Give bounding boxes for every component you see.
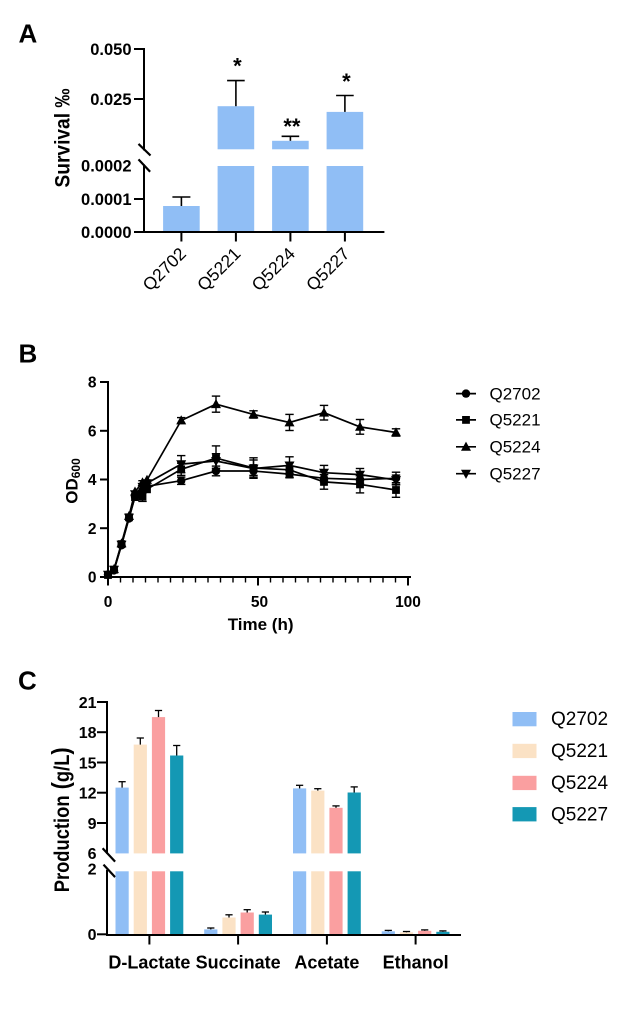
- svg-text:A: A: [19, 19, 38, 49]
- svg-text:B: B: [19, 338, 38, 368]
- svg-text:Succinate: Succinate: [196, 953, 281, 973]
- svg-text:Q5221: Q5221: [490, 411, 541, 430]
- svg-text:9: 9: [88, 816, 97, 833]
- svg-text:6: 6: [88, 423, 97, 440]
- svg-text:Acetate: Acetate: [294, 953, 359, 973]
- svg-text:0: 0: [88, 570, 97, 587]
- svg-text:Q5221: Q5221: [551, 741, 608, 762]
- svg-text:0: 0: [104, 594, 113, 611]
- svg-text:Q2702: Q2702: [490, 384, 541, 403]
- svg-text:4: 4: [88, 472, 97, 489]
- svg-text:Q5227: Q5227: [490, 465, 541, 484]
- svg-text:Q5227: Q5227: [551, 804, 608, 825]
- svg-text:15: 15: [79, 755, 97, 772]
- svg-text:18: 18: [79, 725, 97, 742]
- svg-text:6: 6: [88, 846, 97, 863]
- svg-text:100: 100: [395, 594, 421, 611]
- svg-text:50: 50: [251, 594, 268, 611]
- svg-text:Q2702: Q2702: [551, 709, 608, 730]
- svg-text:C: C: [18, 665, 37, 695]
- svg-text:*: *: [342, 69, 351, 94]
- svg-text:*: *: [233, 54, 242, 79]
- svg-text:OD600: OD600: [63, 458, 84, 504]
- svg-text:8: 8: [88, 375, 97, 392]
- svg-text:0.050: 0.050: [90, 41, 131, 59]
- svg-text:Q5224: Q5224: [551, 773, 608, 794]
- svg-text:0.0002: 0.0002: [81, 157, 131, 175]
- svg-text:12: 12: [79, 786, 97, 803]
- svg-text:0: 0: [88, 927, 97, 944]
- svg-text:**: **: [283, 114, 301, 139]
- svg-text:Q5224: Q5224: [490, 438, 541, 457]
- svg-text:2: 2: [88, 861, 97, 878]
- svg-text:0.025: 0.025: [90, 91, 131, 109]
- svg-text:D-Lactate: D-Lactate: [108, 953, 190, 973]
- svg-text:Production (g/L): Production (g/L): [47, 747, 75, 892]
- svg-text:Ethanol: Ethanol: [383, 953, 449, 973]
- svg-text:2: 2: [88, 521, 97, 538]
- svg-text:21: 21: [79, 695, 97, 712]
- svg-text:0.0001: 0.0001: [81, 191, 131, 209]
- svg-text:Survival ‰: Survival ‰: [51, 88, 75, 187]
- svg-text:0.0000: 0.0000: [81, 224, 131, 242]
- svg-text:Time (h): Time (h): [228, 615, 294, 634]
